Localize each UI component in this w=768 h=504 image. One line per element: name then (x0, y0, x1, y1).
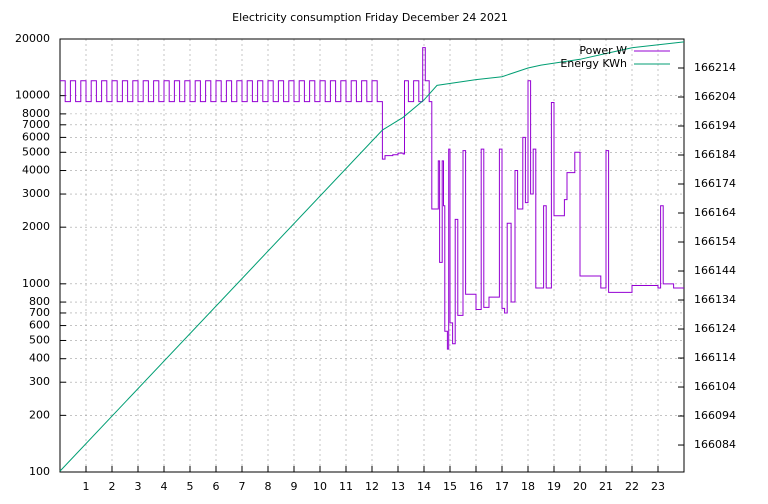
y2-tick-label: 166094 (694, 409, 736, 422)
y2-tick-label: 166174 (694, 177, 736, 190)
y-tick-label: 10000 (15, 89, 50, 102)
y-tick-label: 400 (29, 352, 50, 365)
y2-tick-label: 166104 (694, 380, 736, 393)
y-tick-label: 3000 (22, 187, 50, 200)
x-tick-label: 5 (187, 480, 194, 493)
x-tick-label: 18 (521, 480, 535, 493)
x-tick-label: 12 (365, 480, 379, 493)
y-tick-label: 6000 (22, 130, 50, 143)
y2-tick-label: 166164 (694, 206, 736, 219)
y-tick-label: 100 (29, 465, 50, 478)
legend-label: Energy KWh (560, 57, 627, 70)
y-tick-label: 700 (29, 306, 50, 319)
data-line (60, 47, 684, 350)
y2-tick-label: 166204 (694, 90, 736, 103)
x-tick-label: 2 (109, 480, 116, 493)
x-tick-label: 4 (161, 480, 168, 493)
legend-label: Power W (579, 44, 627, 57)
data-line (59, 41, 685, 472)
x-tick-label: 16 (469, 480, 483, 493)
chart-title: Electricity consumption Friday December … (232, 11, 508, 24)
y2-tick-label: 166084 (694, 438, 736, 451)
y-tick-label: 500 (29, 333, 50, 346)
x-tick-label: 23 (651, 480, 665, 493)
y2-tick-label: 166194 (694, 119, 736, 132)
x-tick-label: 10 (313, 480, 327, 493)
y-tick-label: 800 (29, 295, 50, 308)
y-tick-label: 7000 (22, 118, 50, 131)
x-tick-label: 8 (265, 480, 272, 493)
y-tick-label: 4000 (22, 164, 50, 177)
x-tick-label: 9 (291, 480, 298, 493)
x-tick-label: 1 (83, 480, 90, 493)
y2-tick-label: 166214 (694, 61, 736, 74)
y-tick-label: 8000 (22, 107, 50, 120)
y2-tick-label: 166124 (694, 322, 736, 335)
x-tick-label: 6 (213, 480, 220, 493)
x-tick-label: 17 (495, 480, 509, 493)
x-tick-label: 22 (625, 480, 639, 493)
y-tick-label: 5000 (22, 145, 50, 158)
y2-tick-label: 166144 (694, 264, 736, 277)
y2-tick-label: 166184 (694, 148, 736, 161)
x-tick-label: 21 (599, 480, 613, 493)
x-tick-label: 11 (339, 480, 353, 493)
y-tick-label: 600 (29, 319, 50, 332)
x-tick-label: 3 (135, 480, 142, 493)
y-tick-label: 200 (29, 408, 50, 421)
x-tick-label: 19 (547, 480, 561, 493)
y-tick-label: 300 (29, 375, 50, 388)
y2-tick-label: 166154 (694, 235, 736, 248)
x-tick-label: 15 (443, 480, 457, 493)
y-tick-label: 1000 (22, 277, 50, 290)
x-tick-label: 14 (417, 480, 431, 493)
y-tick-label: 20000 (15, 32, 50, 45)
x-tick-label: 13 (391, 480, 405, 493)
y2-tick-label: 166114 (694, 351, 736, 364)
x-tick-label: 20 (573, 480, 587, 493)
y2-tick-label: 166134 (694, 293, 736, 306)
plot-frame (59, 38, 685, 473)
y-tick-label: 2000 (22, 220, 50, 233)
x-tick-label: 7 (239, 480, 246, 493)
